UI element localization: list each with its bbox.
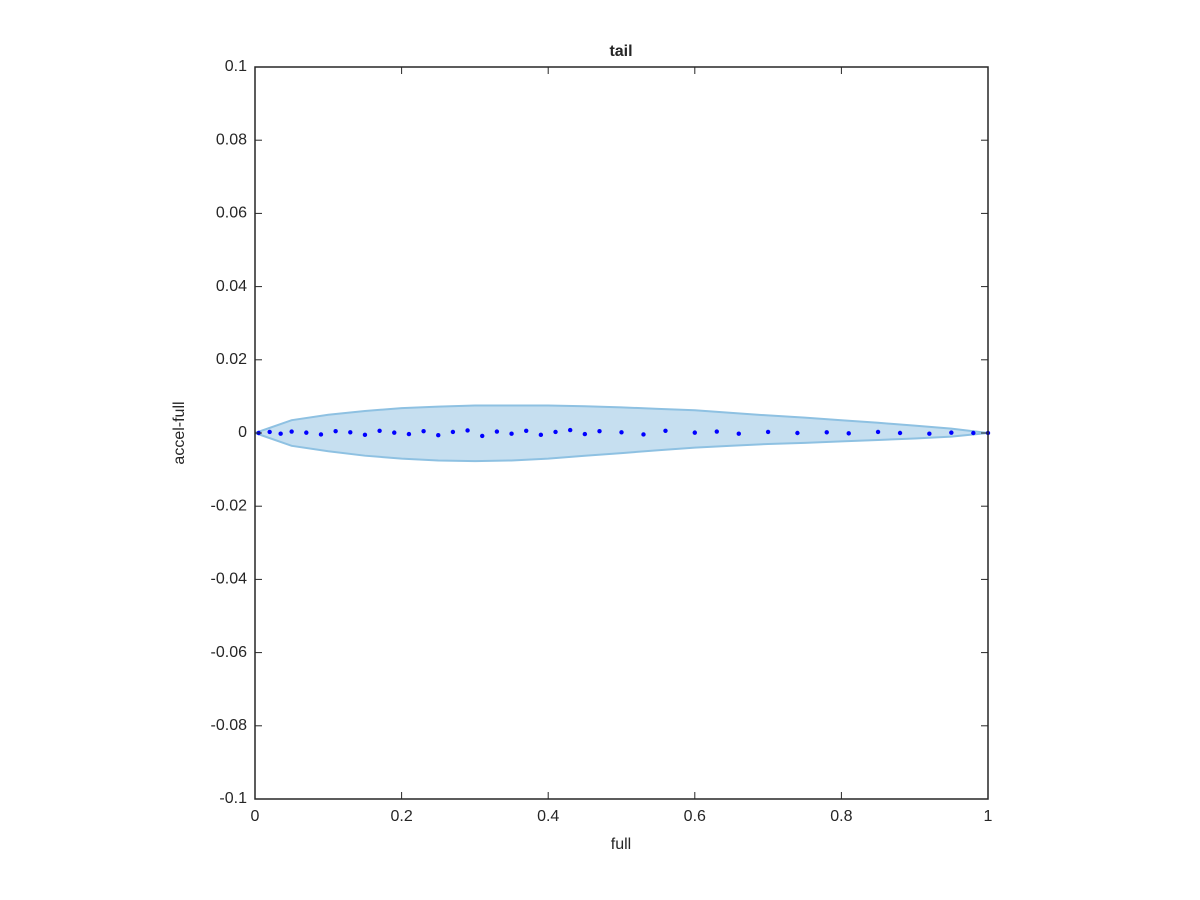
scatter-point [795,430,800,436]
x-axis-label: full [611,836,631,853]
scatter-point [619,430,624,435]
y-tick-label: -0.08 [211,717,248,734]
scatter-point [494,429,500,434]
scatter-point [267,429,272,435]
y-tick-label: -0.04 [211,571,248,588]
scatter-point [736,431,741,436]
scatter-point [362,432,368,438]
scatter-point [333,428,338,434]
scatter-point [480,433,485,439]
y-tick-label: 0.1 [225,58,247,75]
axes-box [254,66,989,800]
y-tick-label: 0.06 [216,205,247,222]
y-tick-label: 0.04 [216,278,247,295]
scatter-point [377,428,382,434]
x-tick-label: 0.2 [390,808,412,825]
y-tick-label: 0.02 [216,351,247,368]
scatter-point [465,428,470,433]
scatter-point [278,431,283,436]
scatter-point [524,428,529,434]
x-tick-label: 1 [984,808,993,825]
band-lower-edge [254,432,989,463]
chart-title: tail [609,43,632,60]
x-tick-label: 0.8 [830,808,852,825]
x-tick-label: 0 [251,808,260,825]
scatter-point [289,429,294,434]
scatter-point [927,431,932,436]
scatter-point [824,430,829,435]
scatter-point [765,429,771,435]
x-tick-label: 0.6 [684,808,706,825]
scatter-point [304,430,309,435]
scatter-point [897,430,903,436]
scatter-point [582,431,588,437]
y-tick-label: 0.08 [216,131,247,148]
y-tick-label: 0 [238,424,247,441]
scatter-point [692,430,697,435]
band-upper-edge [254,404,989,434]
scatter-point [663,428,668,434]
scatter-point [318,432,324,437]
scatter-point [875,429,881,435]
scatter-point [949,430,954,435]
scatter-point [846,431,851,436]
scatter-point [509,431,514,436]
scatter-point [421,428,426,434]
scatter-point [567,427,573,433]
scatter-point [436,432,441,438]
scatter-point [406,431,412,437]
scatter-point [597,428,602,434]
scatter-point [450,429,456,435]
scatter-point [714,429,719,434]
scatter-point [538,432,544,438]
y-tick-label: -0.06 [211,644,248,661]
scatter-point [641,432,646,437]
scatter-point [348,430,353,435]
y-tick-label: -0.02 [211,497,248,514]
x-tick-label: 0.4 [537,808,559,825]
y-axis-label: accel-full [171,401,188,464]
scatter-point [553,429,558,435]
scatter-point [392,430,397,435]
scatter-point [971,430,976,436]
y-tick-label: -0.1 [219,790,247,807]
